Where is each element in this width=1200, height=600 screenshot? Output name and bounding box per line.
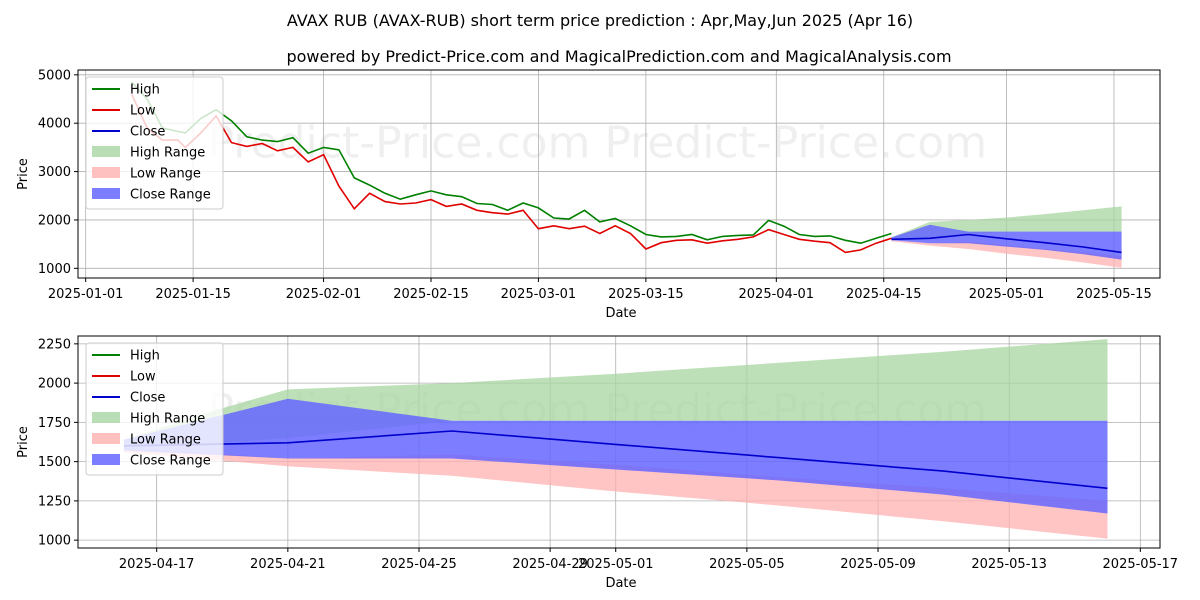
x-tick-label: 2025-04-29: [512, 557, 588, 572]
legend-swatch: [92, 146, 120, 157]
x-tick-label: 2025-02-15: [393, 287, 469, 302]
plot-frame: [77, 335, 1161, 549]
y-tick-label: 3000: [38, 165, 71, 180]
chart-subtitle: powered by Predict-Price.com and Magical…: [286, 47, 951, 66]
plot-frame: [77, 69, 1161, 279]
legend-entry: Low: [130, 370, 156, 385]
x-tick-label: 2025-05-05: [709, 557, 785, 572]
x-tick-label: 2025-03-01: [501, 287, 577, 302]
watermark: Predict-Price.com Predict-Price.com: [208, 117, 987, 168]
y-tick-label: 1000: [38, 534, 71, 549]
y-tick-label: 2000: [38, 213, 71, 228]
series-close-range-band: [123, 398, 1108, 514]
x-tick-label: 2025-05-01: [578, 557, 654, 572]
y-tick-label: 5000: [38, 68, 71, 83]
x-axis-label: Date: [605, 576, 636, 591]
bottom-panel: Predict-Price.com Predict-Price.com10001…: [16, 335, 1179, 591]
legend-entry: Close: [130, 391, 165, 406]
legend-box: [85, 76, 224, 210]
legend-entry: High Range: [130, 412, 205, 427]
series-low-line: [130, 93, 892, 254]
x-tick-label: 2025-03-15: [608, 287, 684, 302]
legend-entry: Close: [130, 125, 165, 140]
series-high-line: [131, 81, 892, 245]
legend-swatch: [92, 433, 120, 444]
series-low-range-band: [891, 240, 1122, 268]
x-tick-label: 2025-05-15: [1076, 287, 1152, 302]
x-tick-label: 2025-02-01: [286, 287, 362, 302]
y-tick-label: 2250: [38, 337, 71, 352]
x-axis-label: Date: [605, 306, 636, 321]
x-tick-label: 2025-01-01: [48, 287, 124, 302]
x-tick-label: 2025-04-01: [739, 287, 815, 302]
x-tick-label: 2025-05-09: [840, 557, 916, 572]
x-tick-label: 2025-04-21: [250, 557, 326, 572]
y-tick-label: 1000: [38, 262, 71, 277]
top-panel: Predict-Price.com Predict-Price.com 1000 2…: [16, 68, 1161, 321]
series-close-line: [123, 430, 1108, 490]
legend-swatch: [92, 454, 120, 465]
legend: High Low Close High Range Low Range Close Ran…: [85, 76, 224, 210]
y-tick-label: 2000: [38, 377, 71, 392]
legend-entry: High: [130, 349, 160, 364]
legend-entry: Low: [130, 104, 156, 119]
y-axis-label: Price: [16, 426, 31, 458]
legend-swatch: [92, 167, 120, 178]
x-tick-label: 2025-04-25: [381, 557, 457, 572]
legend-entry: High: [130, 83, 160, 98]
legend-swatch: [92, 188, 120, 199]
legend-entry: Close Range: [130, 454, 211, 469]
series-low-range-band: [123, 447, 1108, 539]
y-axis-label: Price: [16, 158, 31, 190]
series-close-line: [891, 233, 1122, 254]
x-tick-label: 2025-05-13: [971, 557, 1047, 572]
x-tick-label: 2025-05-01: [969, 287, 1045, 302]
legend-entry: Low Range: [130, 433, 201, 448]
y-tick-label: 1250: [38, 494, 71, 509]
legend-entry: Low Range: [130, 167, 201, 182]
y-tick-label: 1750: [38, 416, 71, 431]
x-tick-label: 2025-04-15: [846, 287, 922, 302]
legend-swatch: [92, 412, 120, 423]
legend-box: [85, 342, 224, 476]
y-tick-label: 1500: [38, 455, 71, 470]
legend: High Low Close High Range Low Range Close Ran…: [85, 342, 224, 476]
x-tick-label: 2025-04-17: [119, 557, 195, 572]
legend-entry: High Range: [130, 146, 205, 161]
chart-title: AVAX RUB (AVAX-RUB) short term price pre…: [287, 11, 913, 30]
legend-entry: Close Range: [130, 188, 211, 203]
y-tick-label: 4000: [38, 117, 71, 132]
x-tick-label: 2025-01-15: [155, 287, 231, 302]
series-close-range-band: [891, 224, 1122, 260]
x-tick-label: 2025-05-17: [1103, 557, 1179, 572]
